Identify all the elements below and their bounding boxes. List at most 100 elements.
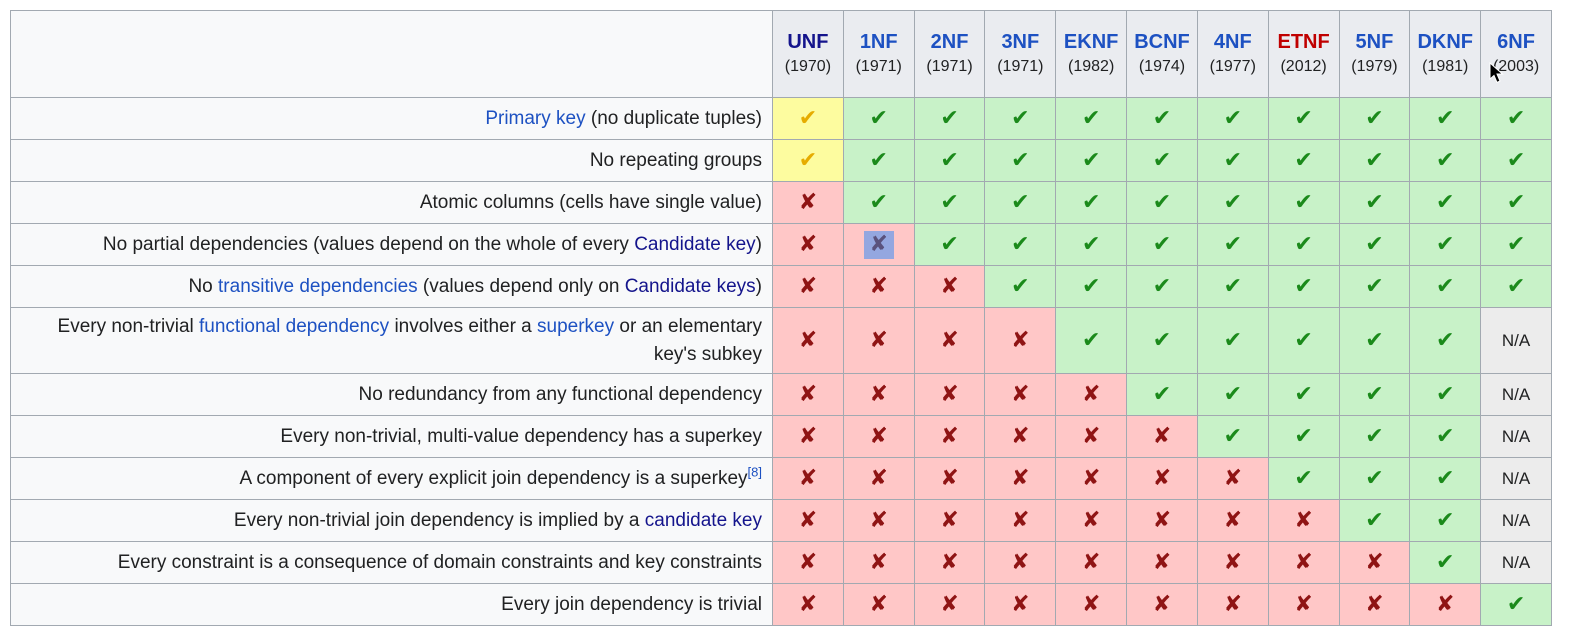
- support-cell-r4-6nf: ✔: [1480, 223, 1552, 266]
- row-label-text: No: [188, 275, 219, 297]
- support-cell-r5-5nf: ✔: [1338, 265, 1411, 308]
- support-cell-r10-5nf: ✔: [1338, 499, 1411, 543]
- row-label-link[interactable]: Candidate key: [634, 233, 756, 255]
- support-cell-r1-bcnf: ✔: [1126, 97, 1198, 140]
- support-cell-r2-eknf: ✔: [1055, 139, 1128, 182]
- row-label-link[interactable]: superkey: [537, 316, 615, 337]
- corner-cell: [10, 10, 773, 98]
- cross-icon: ✘: [1011, 327, 1030, 353]
- cross-icon: ✘: [798, 507, 818, 533]
- support-cell-r3-2nf: ✔: [913, 181, 986, 224]
- check-icon: ✔: [1223, 273, 1242, 299]
- cross-icon: ✘: [1152, 591, 1172, 617]
- support-cell-r7-4nf: ✔: [1196, 373, 1269, 417]
- cross-icon: ✘: [1223, 549, 1242, 575]
- support-cell-r2-etnf: ✔: [1267, 139, 1340, 182]
- nf-link-bcnf[interactable]: BCNF: [1134, 31, 1190, 54]
- support-cell-r8-unf: ✘: [772, 415, 844, 459]
- cross-icon: ✘: [1294, 507, 1313, 533]
- cross-icon: ✘: [1152, 423, 1172, 449]
- cross-icon: ✘: [1081, 549, 1101, 575]
- nf-link-unf[interactable]: UNF: [787, 31, 829, 54]
- cross-icon: ✘: [798, 423, 818, 449]
- support-cell-r10-dknf: ✔: [1409, 499, 1482, 543]
- table-row: A component of every explicit join depen…: [10, 457, 1552, 501]
- nf-link-etnf[interactable]: ETNF: [1277, 31, 1330, 54]
- support-cell-r2-bcnf: ✔: [1126, 139, 1198, 182]
- check-icon: ✔: [1436, 273, 1455, 299]
- cross-icon: ✘: [940, 465, 959, 491]
- support-cell-r6-6nf: N/A: [1480, 306, 1552, 375]
- support-cell-r10-1nf: ✘: [842, 499, 915, 543]
- check-icon: ✔: [1365, 231, 1384, 257]
- support-cell-r8-bcnf: ✘: [1126, 415, 1198, 459]
- cross-icon: ✘: [798, 327, 818, 353]
- cross-icon: ✘: [869, 381, 888, 407]
- cross-icon: ✘: [940, 549, 959, 575]
- cross-icon: ✘: [1365, 549, 1384, 575]
- row-label-link[interactable]: functional dependency: [199, 316, 390, 337]
- nf-link-1nf[interactable]: 1NF: [859, 31, 898, 54]
- check-icon: ✔: [1223, 105, 1242, 131]
- support-cell-r4-1nf: ✘: [842, 223, 915, 266]
- support-cell-r6-3nf: ✘: [984, 306, 1057, 375]
- check-icon: ✔: [1365, 189, 1384, 215]
- support-cell-r3-eknf: ✔: [1055, 181, 1128, 224]
- support-cell-r11-1nf: ✘: [842, 541, 915, 585]
- row-label-link[interactable]: Candidate keys: [624, 275, 756, 297]
- check-icon: ✔: [1081, 147, 1101, 173]
- check-icon: ✔: [1152, 147, 1172, 173]
- column-header-3nf: 3NF (1971): [984, 10, 1057, 98]
- check-icon: ✔: [1506, 189, 1526, 215]
- check-icon: ✔: [1223, 423, 1242, 449]
- row-label: A component of every explicit join depen…: [10, 457, 773, 501]
- check-icon: ✔: [1436, 507, 1455, 533]
- support-cell-r4-5nf: ✔: [1338, 223, 1411, 266]
- nf-year: (2003): [1492, 58, 1540, 76]
- cross-icon: ✘: [869, 273, 888, 299]
- column-header-5nf: 5NF (1979): [1338, 10, 1411, 98]
- row-label: Every non-trivial join dependency is imp…: [10, 499, 773, 543]
- nf-link-4nf[interactable]: 4NF: [1213, 31, 1252, 54]
- check-icon: ✔: [1365, 105, 1384, 131]
- cross-icon: ✘: [940, 381, 959, 407]
- check-icon: ✔: [1152, 105, 1172, 131]
- cross-icon: ✘: [798, 381, 818, 407]
- table-row: Every constraint is a consequence of dom…: [10, 541, 1552, 585]
- row-label-link[interactable]: Primary key: [485, 107, 586, 129]
- column-header-2nf: 2NF (1971): [913, 10, 986, 98]
- support-cell-r10-4nf: ✘: [1196, 499, 1269, 543]
- row-label-link[interactable]: candidate key: [644, 509, 762, 531]
- check-icon: ✔: [1223, 147, 1242, 173]
- cross-icon: ✘: [869, 465, 888, 491]
- support-cell-r5-unf: ✘: [772, 265, 844, 308]
- nf-link-dknf[interactable]: DKNF: [1417, 31, 1473, 54]
- nf-link-eknf[interactable]: EKNF: [1063, 31, 1119, 54]
- table-row: No transitive dependencies (values depen…: [10, 265, 1552, 308]
- nf-link-3nf[interactable]: 3NF: [1001, 31, 1040, 54]
- check-icon: ✔: [1223, 327, 1242, 353]
- row-label-link[interactable]: [8]: [747, 464, 762, 480]
- check-icon: ✔: [940, 105, 959, 131]
- support-cell-r4-3nf: ✔: [984, 223, 1057, 266]
- support-cell-r10-3nf: ✘: [984, 499, 1057, 543]
- row-label-link[interactable]: transitive dependencies: [218, 275, 418, 297]
- nf-link-2nf[interactable]: 2NF: [930, 31, 969, 54]
- check-icon: ✔: [1223, 231, 1242, 257]
- reference-link[interactable]: [8]: [748, 464, 762, 479]
- support-cell-r1-eknf: ✔: [1055, 97, 1128, 140]
- support-cell-r9-etnf: ✔: [1267, 457, 1340, 501]
- row-label-text: ): [755, 275, 762, 297]
- check-icon: ✔: [1436, 465, 1455, 491]
- check-icon: ✔: [1436, 327, 1455, 353]
- cross-icon: ✘: [1011, 507, 1030, 533]
- row-label-text: or an elementary key's subkey: [614, 316, 762, 365]
- support-cell-r12-bcnf: ✘: [1126, 583, 1198, 627]
- nf-link-6nf[interactable]: 6NF: [1497, 31, 1535, 54]
- check-icon: ✔: [1365, 327, 1384, 353]
- check-icon: ✔: [1506, 273, 1526, 299]
- check-icon: ✔: [869, 189, 888, 215]
- nf-link-5nf[interactable]: 5NF: [1355, 31, 1394, 54]
- na-label: N/A: [1501, 468, 1531, 488]
